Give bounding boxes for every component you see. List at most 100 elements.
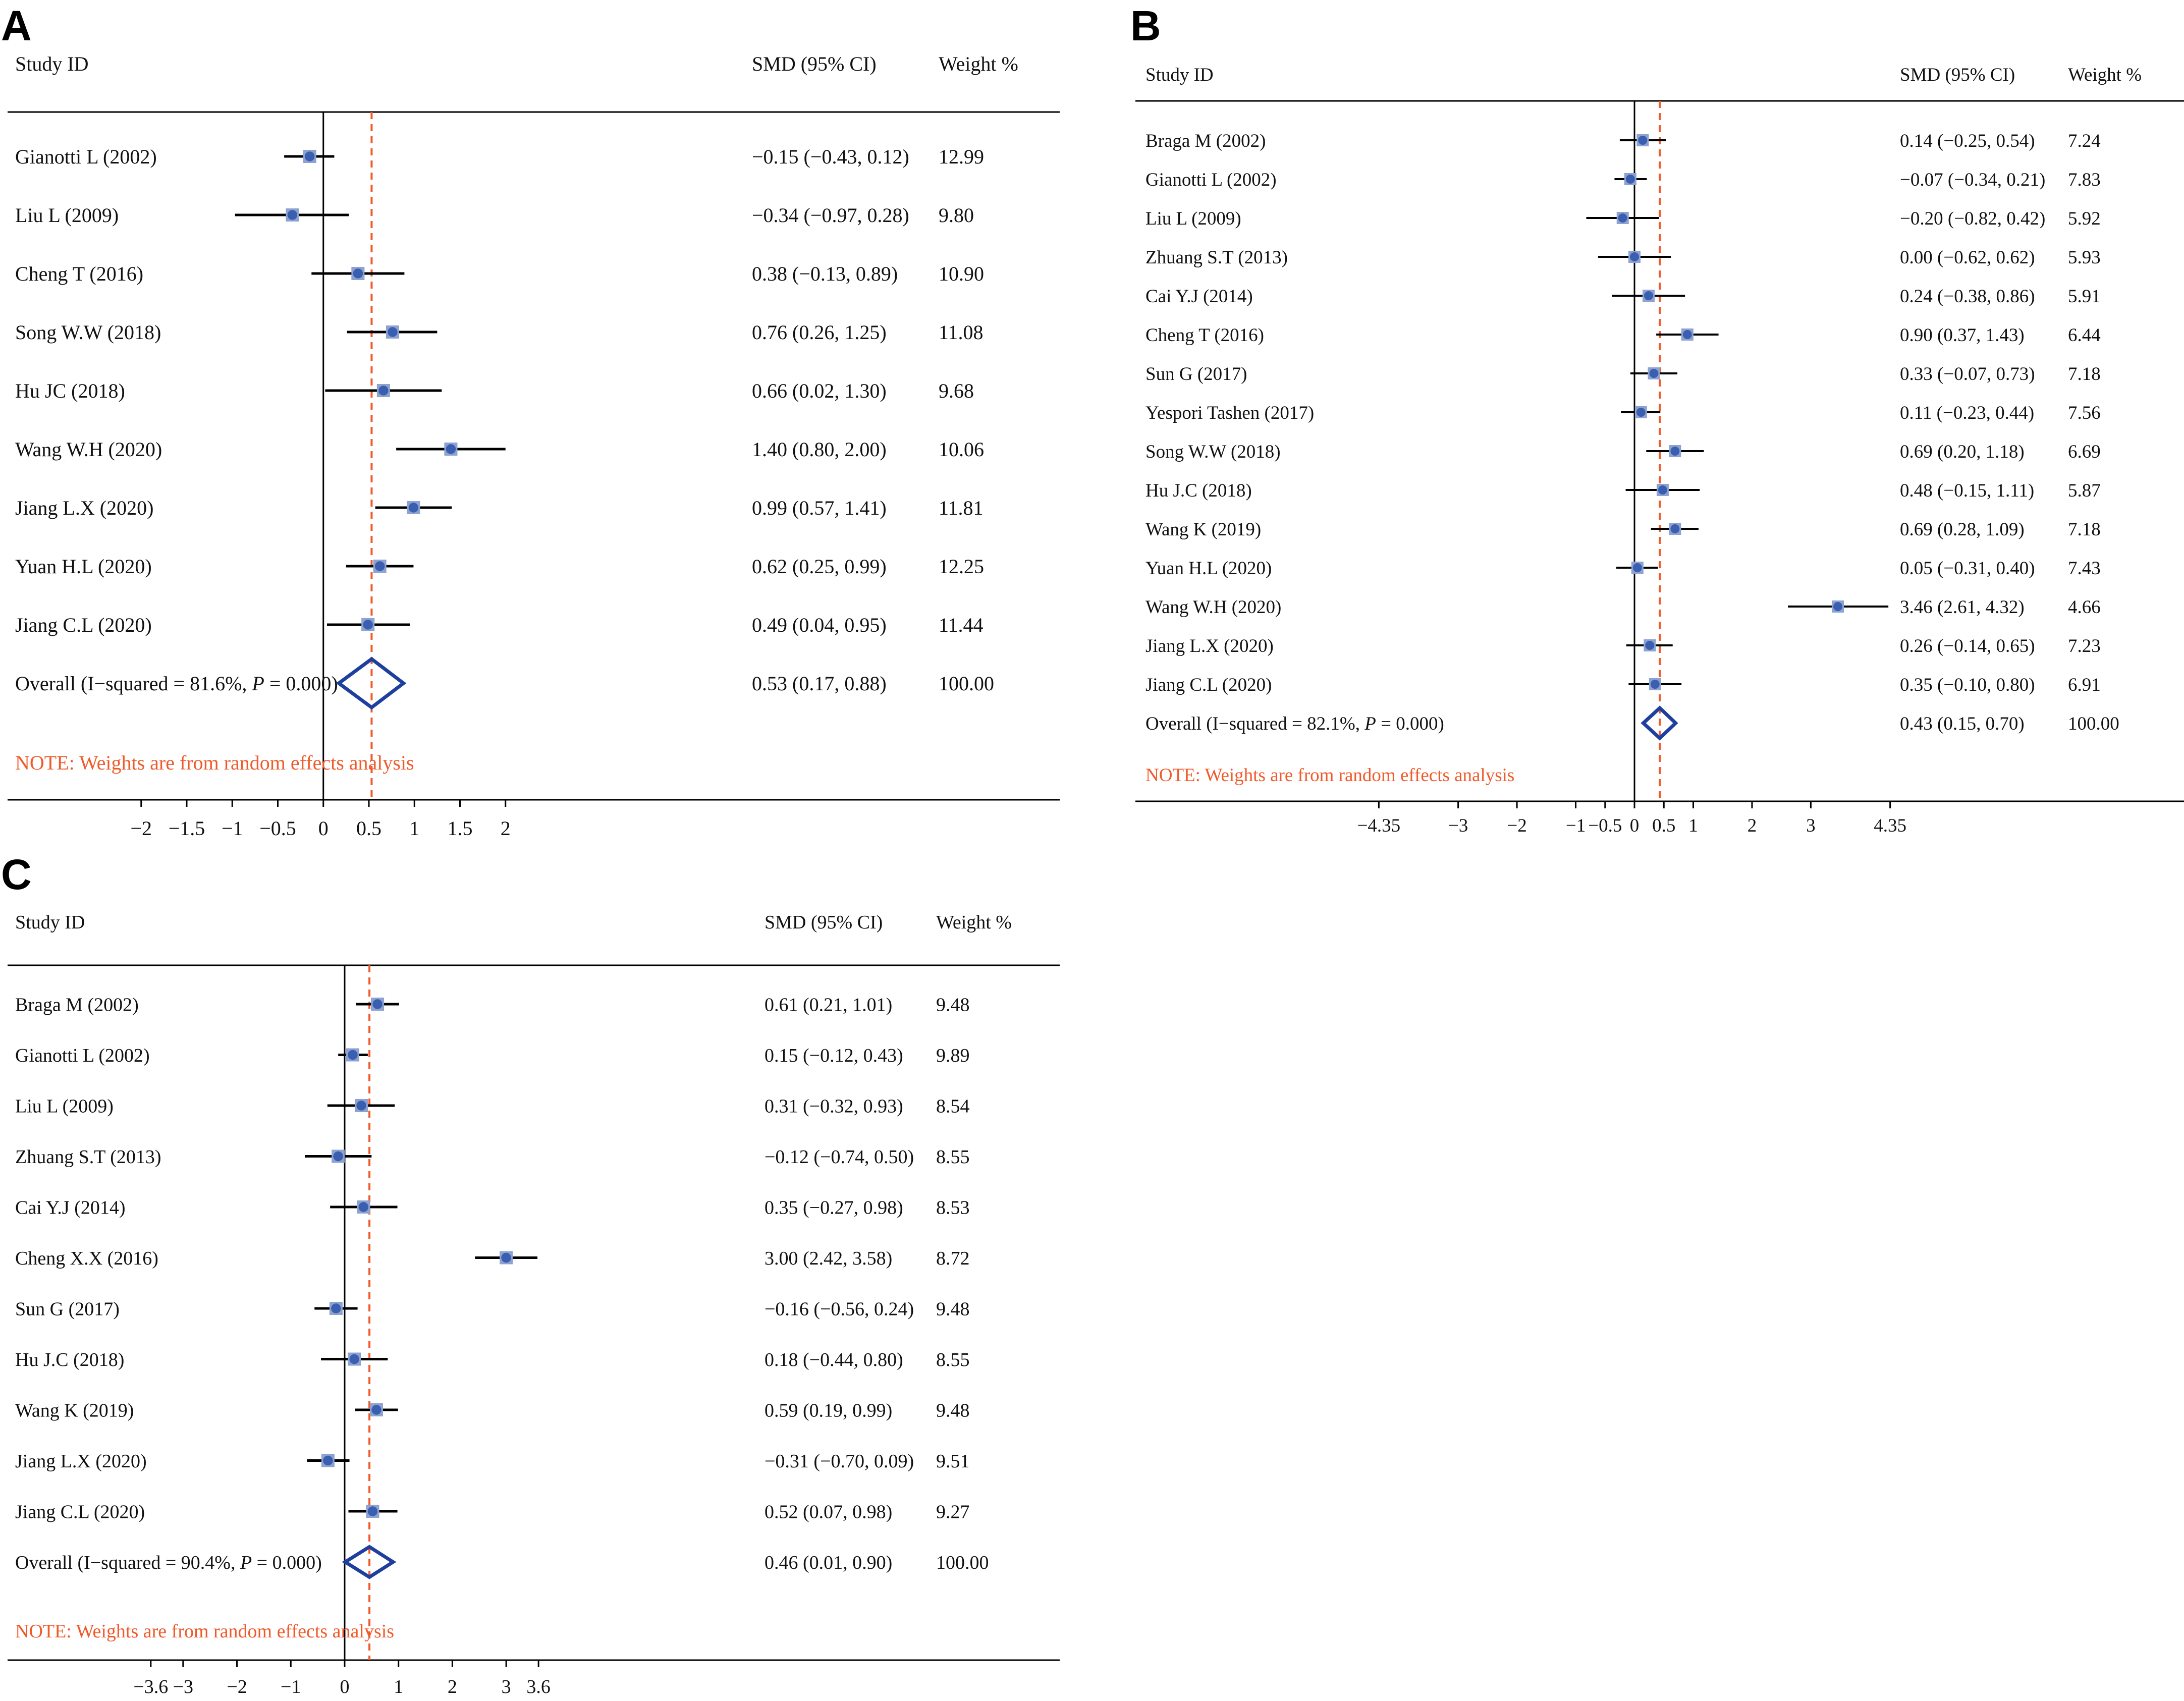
study-name: Jiang L.X (2020) <box>15 1451 147 1472</box>
study-name: Cheng T (2016) <box>15 262 143 285</box>
study-row: Braga M (2002) 0.14 (−0.25, 0.54) 7.24 <box>1145 131 2101 151</box>
panel-label-a: A <box>1 2 32 49</box>
point-estimate <box>1670 447 1680 456</box>
study-row: Yuan H.L (2020) 0.62 (0.25, 0.99) 12.25 <box>15 555 984 578</box>
study-row: Yespori Tashen (2017) 0.11 (−0.23, 0.44) 7… <box>1145 403 2101 423</box>
weight-value: 7.56 <box>2068 403 2101 423</box>
x-tick-label: −0.5 <box>259 817 296 840</box>
study-row: Jiang C.L (2020) 0.49 (0.04, 0.95) 11.44 <box>15 614 984 636</box>
x-tick-label: 2 <box>448 1676 457 1697</box>
point-estimate <box>333 1151 343 1162</box>
study-row: Cai Y.J (2014) 0.24 (−0.38, 0.86) 5.91 <box>1145 286 2101 307</box>
study-name: Yespori Tashen (2017) <box>1145 403 1314 423</box>
header-weight: Weight % <box>936 912 1012 933</box>
point-estimate <box>501 1252 511 1263</box>
smd-ci-value: 0.14 (−0.25, 0.54) <box>1900 131 2035 151</box>
study-row: Jiang L.X (2020) 0.26 (−0.14, 0.65) 7.23 <box>1145 636 2101 656</box>
point-estimate <box>287 210 298 220</box>
overall-diamond <box>336 656 407 710</box>
study-row: Cheng T (2016) 0.38 (−0.13, 0.89) 10.90 <box>15 262 984 285</box>
smd-ci-value: 0.69 (0.28, 1.09) <box>1900 519 2025 540</box>
point-estimate <box>378 386 389 396</box>
header-smd: SMD (95% CI) <box>765 912 883 933</box>
point-estimate <box>1833 602 1842 611</box>
x-tick-label: −2 <box>130 817 152 840</box>
study-row: Cheng X.X (2016) 3.00 (2.42, 3.58) 8.72 <box>15 1248 970 1269</box>
weight-value: 10.90 <box>939 262 984 285</box>
study-row: Cheng T (2016) 0.90 (0.37, 1.43) 6.44 <box>1145 325 2101 346</box>
weight-value: 5.87 <box>2068 480 2101 501</box>
study-name: Hu J.C (2018) <box>15 1349 124 1370</box>
weight-value: 8.72 <box>936 1248 970 1269</box>
x-tick-label: 3 <box>1806 815 1816 836</box>
weight-value: 9.89 <box>936 1045 970 1066</box>
weight-value: 12.25 <box>939 555 984 578</box>
overall-label: Overall (I−squared = 90.4%, P = 0.000) <box>15 1552 322 1573</box>
study-name: Jiang L.X (2020) <box>15 497 153 519</box>
x-tick-label: −3.6 <box>133 1676 168 1697</box>
overall-weight: 100.00 <box>2068 714 2119 734</box>
point-estimate <box>371 1405 381 1415</box>
point-estimate <box>1658 485 1667 495</box>
weight-value: 9.51 <box>936 1451 970 1472</box>
study-row: Liu L (2009) −0.34 (−0.97, 0.28) 9.80 <box>15 204 974 227</box>
header-weight: Weight % <box>2068 65 2142 85</box>
study-row: Liu L (2009) 0.31 (−0.32, 0.93) 8.54 <box>15 1095 970 1117</box>
study-name: Gianotti L (2002) <box>1145 170 1277 190</box>
overall-row: Overall (I−squared = 82.1%, P = 0.000) 0.… <box>1145 705 2119 741</box>
weight-value: 10.06 <box>939 438 984 461</box>
weights-note: NOTE: Weights are from random effects an… <box>15 751 414 774</box>
study-name: Zhuang S.T (2013) <box>15 1146 161 1168</box>
study-row: Hu J.C (2018) 0.48 (−0.15, 1.11) 5.87 <box>1145 480 2101 501</box>
weight-value: 9.48 <box>936 994 970 1015</box>
point-estimate <box>304 151 315 161</box>
overall-weight: 100.00 <box>939 672 994 695</box>
x-tick-label: −4.35 <box>1357 815 1401 836</box>
overall-row: Overall (I−squared = 90.4%, P = 0.000) 0.… <box>15 1545 989 1579</box>
study-name: Cai Y.J (2014) <box>1145 286 1253 307</box>
study-name: Sun G (2017) <box>15 1298 120 1320</box>
x-tick-label: 1 <box>394 1676 403 1697</box>
x-tick-label: 2 <box>501 817 511 840</box>
x-tick-label: −2 <box>227 1676 247 1697</box>
forest-plot-c: Study ID SMD (95% CI) Weight % Braga M (200… <box>8 912 1060 1697</box>
header-study-id: Study ID <box>1145 65 1214 85</box>
weight-value: 7.43 <box>2068 558 2101 579</box>
smd-ci-value: 0.99 (0.57, 1.41) <box>752 497 887 519</box>
smd-ci-value: 3.00 (2.42, 3.58) <box>765 1248 892 1269</box>
weight-value: 6.91 <box>2068 675 2101 695</box>
weight-value: 5.93 <box>2068 247 2101 268</box>
study-row: Liu L (2009) −0.20 (−0.82, 0.42) 5.92 <box>1145 208 2101 229</box>
weight-value: 11.08 <box>939 321 984 344</box>
x-tick-label: −0.5 <box>1588 815 1622 836</box>
x-tick-label: −3 <box>1448 815 1468 836</box>
weight-value: 9.48 <box>936 1400 970 1421</box>
smd-ci-value: −0.07 (−0.34, 0.21) <box>1900 170 2045 190</box>
overall-diamond <box>1641 705 1678 741</box>
header-study-id: Study ID <box>15 52 89 75</box>
point-estimate <box>331 1303 341 1313</box>
point-estimate <box>1632 563 1642 572</box>
x-tick-label: 1 <box>409 817 419 840</box>
smd-ci-value: 0.69 (0.20, 1.18) <box>1900 442 2025 462</box>
overall-diamond <box>342 1545 397 1579</box>
weight-value: 8.54 <box>936 1095 970 1117</box>
study-name: Hu J.C (2018) <box>1145 480 1252 501</box>
smd-ci-value: −0.16 (−0.56, 0.24) <box>765 1298 914 1320</box>
x-tick-label: −2 <box>1507 815 1526 836</box>
smd-ci-value: 0.52 (0.07, 0.98) <box>765 1501 892 1522</box>
study-name: Hu JC (2018) <box>15 379 125 402</box>
study-name: Yuan H.L (2020) <box>15 555 152 578</box>
study-row: Wang W.H (2020) 3.46 (2.61, 4.32) 4.66 <box>1145 597 2101 618</box>
study-row: Wang W.H (2020) 1.40 (0.80, 2.00) 10.06 <box>15 438 984 461</box>
smd-ci-value: 0.59 (0.19, 0.99) <box>765 1400 892 1421</box>
x-tick-label: −3 <box>173 1676 193 1697</box>
study-row: Gianotti L (2002) −0.07 (−0.34, 0.21) 7.83 <box>1145 170 2101 190</box>
study-name: Yuan H.L (2020) <box>1145 558 1272 579</box>
study-row: Jiang C.L (2020) 0.35 (−0.10, 0.80) 6.91 <box>1145 675 2101 695</box>
study-row: Sun G (2017) 0.33 (−0.07, 0.73) 7.18 <box>1145 364 2101 385</box>
study-row: Wang K (2019) 0.59 (0.19, 0.99) 9.48 <box>15 1400 970 1421</box>
weights-note: NOTE: Weights are from random effects an… <box>15 1621 394 1642</box>
point-estimate <box>446 444 456 454</box>
